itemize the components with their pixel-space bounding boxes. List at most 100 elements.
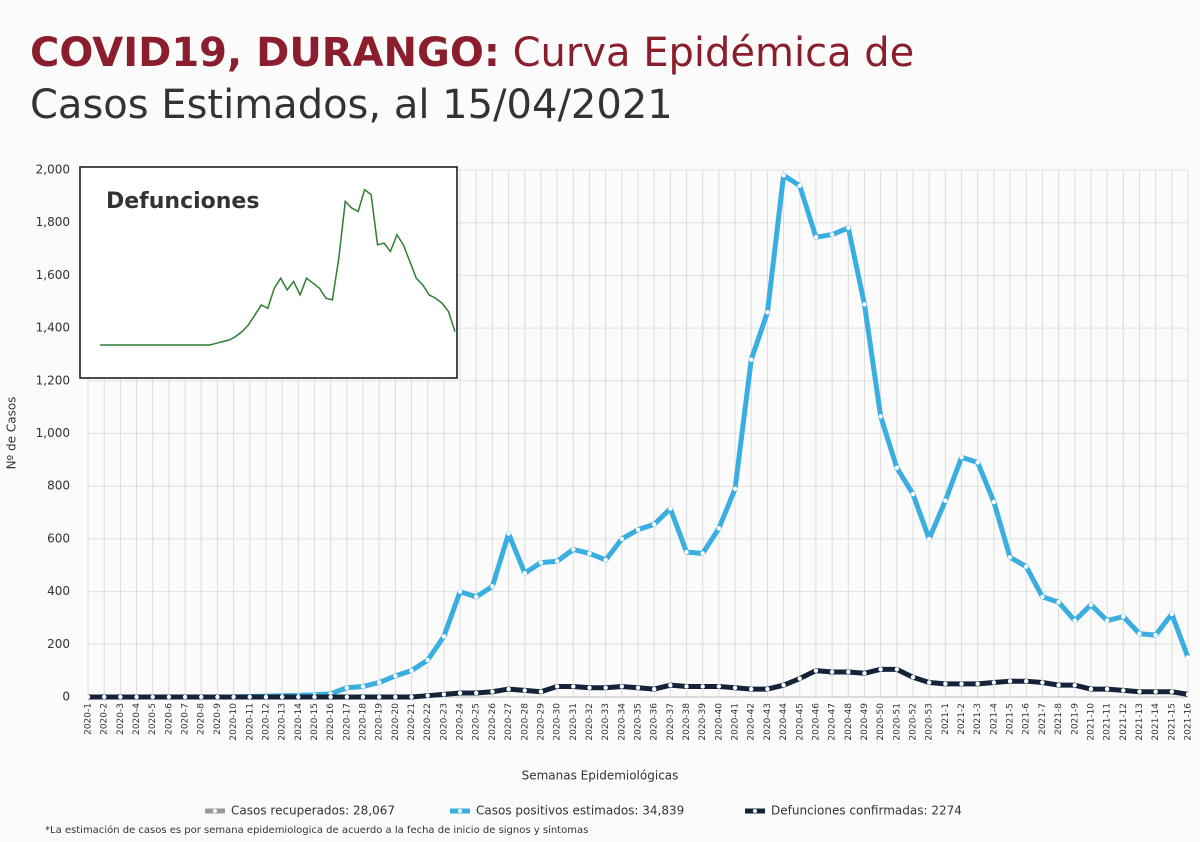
x-tick-label: 2020-42 (747, 703, 757, 741)
x-tick-label: 2020-11 (245, 703, 255, 741)
x-tick-label: 2020-6 (164, 703, 174, 735)
x-tick-label: 2020-35 (634, 703, 644, 741)
x-tick-label: 2020-45 (795, 703, 805, 741)
point (1088, 602, 1094, 607)
point (457, 589, 463, 594)
point (393, 673, 398, 679)
inset-title: Defunciones (106, 189, 259, 214)
point (813, 668, 819, 673)
x-tick-label: 2020-14 (294, 703, 304, 741)
x-tick-label: 2020-47 (828, 703, 838, 741)
point (1185, 655, 1191, 660)
x-tick-label: 2020-46 (811, 703, 821, 741)
x-tick-label: 2020-1 (84, 703, 94, 735)
point (1007, 555, 1013, 560)
x-tick-label: 2020-33 (601, 703, 611, 741)
x-tick-label: 2020-23 (439, 703, 449, 741)
x-tick-label: 2020-8 (197, 703, 207, 735)
y-axis-label: Nº de Casos (5, 397, 19, 470)
point (506, 531, 511, 536)
x-tick-label: 2020-48 (844, 703, 854, 741)
point (716, 684, 722, 689)
x-tick-label: 2020-52 (909, 703, 919, 741)
point (910, 491, 916, 497)
y-tick-label: 1,600 (36, 268, 70, 282)
point (894, 465, 900, 470)
point (732, 685, 738, 690)
y-tick-label: 600 (47, 531, 70, 545)
point (959, 681, 964, 687)
legend-label: Casos recuperados: 28,067 (231, 804, 395, 818)
x-axis-label: Semanas Epidemiológicas (522, 769, 679, 783)
point (118, 694, 123, 700)
x-tick-label: 2020-26 (488, 703, 498, 741)
point (749, 686, 754, 692)
x-tick-label: 2020-41 (731, 703, 741, 741)
point (134, 694, 139, 700)
point (1104, 686, 1110, 692)
point (150, 694, 155, 700)
point (409, 668, 414, 673)
x-tick-label: 2020-25 (472, 703, 482, 741)
y-tick-label: 1,200 (36, 373, 70, 387)
point (668, 506, 673, 511)
x-tick-label: 2020-34 (617, 703, 627, 741)
x-tick-label: 2020-37 (666, 703, 676, 741)
point (360, 684, 366, 689)
x-tick-label: 2020-21 (407, 703, 417, 741)
point (1185, 692, 1191, 697)
point (1121, 614, 1126, 619)
point (668, 682, 673, 688)
x-tick-label: 2020-9 (213, 703, 223, 735)
point (425, 657, 430, 663)
point (829, 669, 835, 675)
point (894, 667, 900, 672)
x-tick-label: 2021-9 (1070, 703, 1080, 735)
point (1072, 682, 1077, 688)
point (1088, 686, 1094, 692)
point (943, 498, 948, 503)
x-tick-label: 2020-53 (925, 703, 935, 741)
legend-swatch (458, 809, 462, 813)
x-tick-label: 2021-8 (1054, 703, 1064, 735)
point (474, 594, 479, 600)
point (926, 680, 932, 685)
point (959, 455, 964, 460)
legend-swatch (213, 809, 217, 813)
point (441, 692, 447, 697)
point (393, 694, 398, 700)
point (522, 688, 527, 693)
x-tick-label: 2020-49 (860, 703, 870, 741)
point (1024, 678, 1029, 684)
y-tick-label: 1,800 (36, 215, 70, 229)
point (85, 694, 91, 700)
x-tick-label: 2021-3 (973, 703, 983, 735)
x-tick-label: 2020-28 (520, 703, 530, 741)
x-tick-label: 2020-12 (261, 703, 271, 741)
title-bold: COVID19, DURANGO: (30, 30, 500, 76)
point (344, 694, 350, 700)
point (296, 694, 301, 700)
point (813, 234, 819, 240)
x-tick-label: 2020-20 (391, 703, 401, 741)
x-tick-label: 2020-17 (342, 703, 352, 741)
point (846, 225, 851, 231)
x-tick-label: 2020-4 (132, 703, 142, 735)
point (554, 684, 560, 689)
point (457, 690, 463, 696)
point (554, 559, 560, 564)
point (1137, 689, 1142, 694)
inset-frame (79, 166, 458, 379)
x-tick-label: 2020-18 (359, 703, 369, 741)
x-tick-label: 2020-39 (698, 703, 708, 741)
x-tick-label: 2020-19 (375, 703, 385, 741)
x-tick-label: 2021-2 (957, 703, 967, 735)
x-tick-label: 2020-16 (326, 703, 336, 741)
point (975, 681, 980, 687)
point (603, 557, 608, 563)
x-tick-label: 2020-5 (148, 703, 158, 735)
y-tick-label: 1,000 (36, 426, 70, 440)
inset-chart: Defunciones (79, 166, 458, 379)
point (635, 685, 641, 690)
